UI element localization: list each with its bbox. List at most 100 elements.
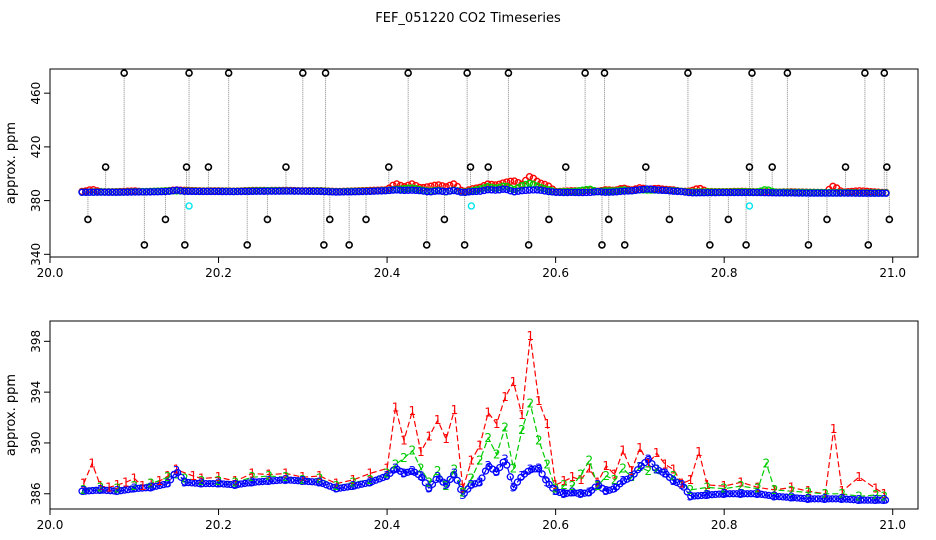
bottom-panel-point-series3 [740, 490, 748, 498]
top-panel-point-series3 [385, 186, 393, 195]
bottom-panel-series2-label: 2 [594, 479, 602, 493]
top-panel-point-series3 [453, 187, 462, 195]
top-panel-point-series3 [760, 188, 769, 197]
bottom-panel-point-series3 [191, 479, 199, 487]
bottom-panel-series1-label: 1 [114, 478, 122, 492]
top-panel-point-series2 [510, 185, 519, 194]
top-panel-point-series3 [396, 186, 405, 194]
bottom-panel-series3-label: 3 [586, 485, 594, 499]
bottom-panel-series1-label: 1 [156, 474, 164, 488]
bottom-panel-point-series3 [793, 494, 801, 502]
bottom-panel-series1-label: 1 [535, 394, 543, 408]
top-panel-point-series3 [484, 185, 492, 194]
top-panel-spike-point [422, 241, 431, 249]
bottom-panel-series3-label: 3 [619, 474, 627, 488]
bottom-panel-series2-label: 2 [282, 470, 290, 484]
bottom-panel-point-series3 [127, 485, 136, 493]
bottom-panel-series1-label: 1 [366, 466, 374, 480]
top-panel-spike-point [161, 215, 170, 224]
top-panel-spike-point [642, 163, 650, 171]
top-panel-point-series1 [506, 177, 515, 185]
bottom-panel-point-series3 [237, 480, 245, 488]
top-panel-point-series3 [400, 186, 409, 195]
bottom-panel-series3-label: 3 [198, 477, 206, 491]
top-panel-point-series3 [688, 189, 697, 197]
top-panel-point-series3 [366, 187, 374, 196]
top-panel-point-series3 [412, 186, 420, 195]
bottom-panel-point-series3 [772, 492, 780, 501]
bottom-panel-point-series3 [559, 489, 568, 498]
top-panel-point-series3 [78, 188, 86, 196]
bottom-panel-series2-label: 2 [855, 489, 863, 503]
top-panel-point-series3 [446, 187, 454, 195]
bottom-panel-point-series3 [375, 475, 383, 483]
bottom-panel-series3-label: 3 [215, 477, 223, 491]
bottom-panel-point-series3 [336, 484, 345, 492]
top-panel-point-series3 [355, 187, 363, 196]
top-panel-point-series3 [431, 187, 439, 195]
top-panel-point-series3 [556, 188, 564, 197]
bottom-panel-point-series3 [542, 476, 550, 484]
bottom-panel-series2-label: 2 [476, 454, 484, 468]
top-panel-point-series3 [358, 187, 367, 196]
top-panel-point-series3 [275, 187, 283, 195]
bottom-panel-point-series3 [481, 467, 490, 475]
top-panel-point-series3 [798, 189, 807, 197]
top-panel-point-series3 [597, 188, 606, 196]
top-panel-calibration-point [467, 202, 476, 210]
top-panel-point-series3 [707, 188, 716, 197]
top-panel-point-series3 [723, 188, 731, 197]
bottom-panel-point-series3 [354, 481, 362, 489]
bottom-panel-series2-label: 2 [880, 489, 888, 503]
bottom-panel-point-series3 [88, 486, 97, 495]
bottom-panel-series2-label: 2 [459, 485, 467, 499]
bottom-panel-point-series3 [110, 487, 118, 495]
top-panel-point-series3 [791, 189, 799, 197]
bottom-panel-point-series3 [301, 477, 309, 485]
bottom-panel-point-series3 [304, 477, 313, 486]
top-panel-point-series3 [302, 187, 310, 195]
top-panel-spike-point [243, 241, 251, 249]
bottom-panel-point-series3 [697, 491, 706, 500]
bottom-panel-point-series3 [389, 466, 398, 474]
bottom-panel-series1-label: 1 [527, 329, 535, 343]
bottom-panel-series3-label: 3 [653, 463, 661, 477]
bottom-panel-point-series3 [534, 464, 543, 473]
top-panel-point-series3 [377, 187, 386, 195]
top-panel-spike-point [883, 163, 891, 171]
bottom-panel-series2-label: 2 [602, 469, 610, 483]
bottom-panel-series1-label: 1 [518, 408, 526, 422]
bottom-panel-point-series3 [361, 479, 369, 488]
bottom-panel-point-series3 [212, 479, 221, 488]
bottom-panel-series2-label: 2 [97, 480, 105, 494]
bottom-panel-point-series3 [258, 477, 267, 486]
bottom-panel-series1-label: 1 [265, 468, 273, 482]
top-panel-point-series3 [529, 186, 537, 194]
bottom-panel-point-series3 [492, 468, 500, 476]
top-panel-point-series3 [540, 187, 549, 195]
top-panel-point-series3 [506, 187, 515, 195]
bottom-panel-series3-label: 3 [880, 493, 888, 507]
bottom-panel-series2-label: 2 [409, 444, 417, 458]
top-panel-point-series3 [802, 189, 811, 197]
top-panel-point-series3 [681, 188, 689, 196]
bottom-panel-series1-label: 1 [417, 445, 425, 459]
bottom-panel-point-series3 [701, 491, 709, 499]
top-panel-spike-point [101, 163, 110, 171]
top-panel-point-series3 [461, 188, 469, 197]
bottom-panel-series2-label: 2 [577, 468, 585, 482]
top-panel-point-series3 [810, 189, 818, 197]
bottom-panel-series2-label: 2 [560, 478, 568, 492]
bottom-panel-point-series3 [149, 483, 157, 491]
top-panel-point-series3 [757, 188, 765, 197]
top-panel-point-series3 [195, 187, 204, 196]
bottom-panel-series2-label: 2 [704, 480, 712, 494]
bottom-panel-series3-label: 3 [417, 469, 425, 483]
bottom-panel-series2-label: 2 [805, 485, 813, 499]
top-panel-spike-point [684, 69, 692, 77]
top-panel-point-series3 [336, 188, 344, 196]
top-panel-point-series3 [480, 186, 488, 195]
bottom-panel-series3-label: 3 [164, 477, 172, 491]
top-panel-point-series3 [256, 187, 264, 195]
top-panel-point-series3 [146, 188, 154, 196]
